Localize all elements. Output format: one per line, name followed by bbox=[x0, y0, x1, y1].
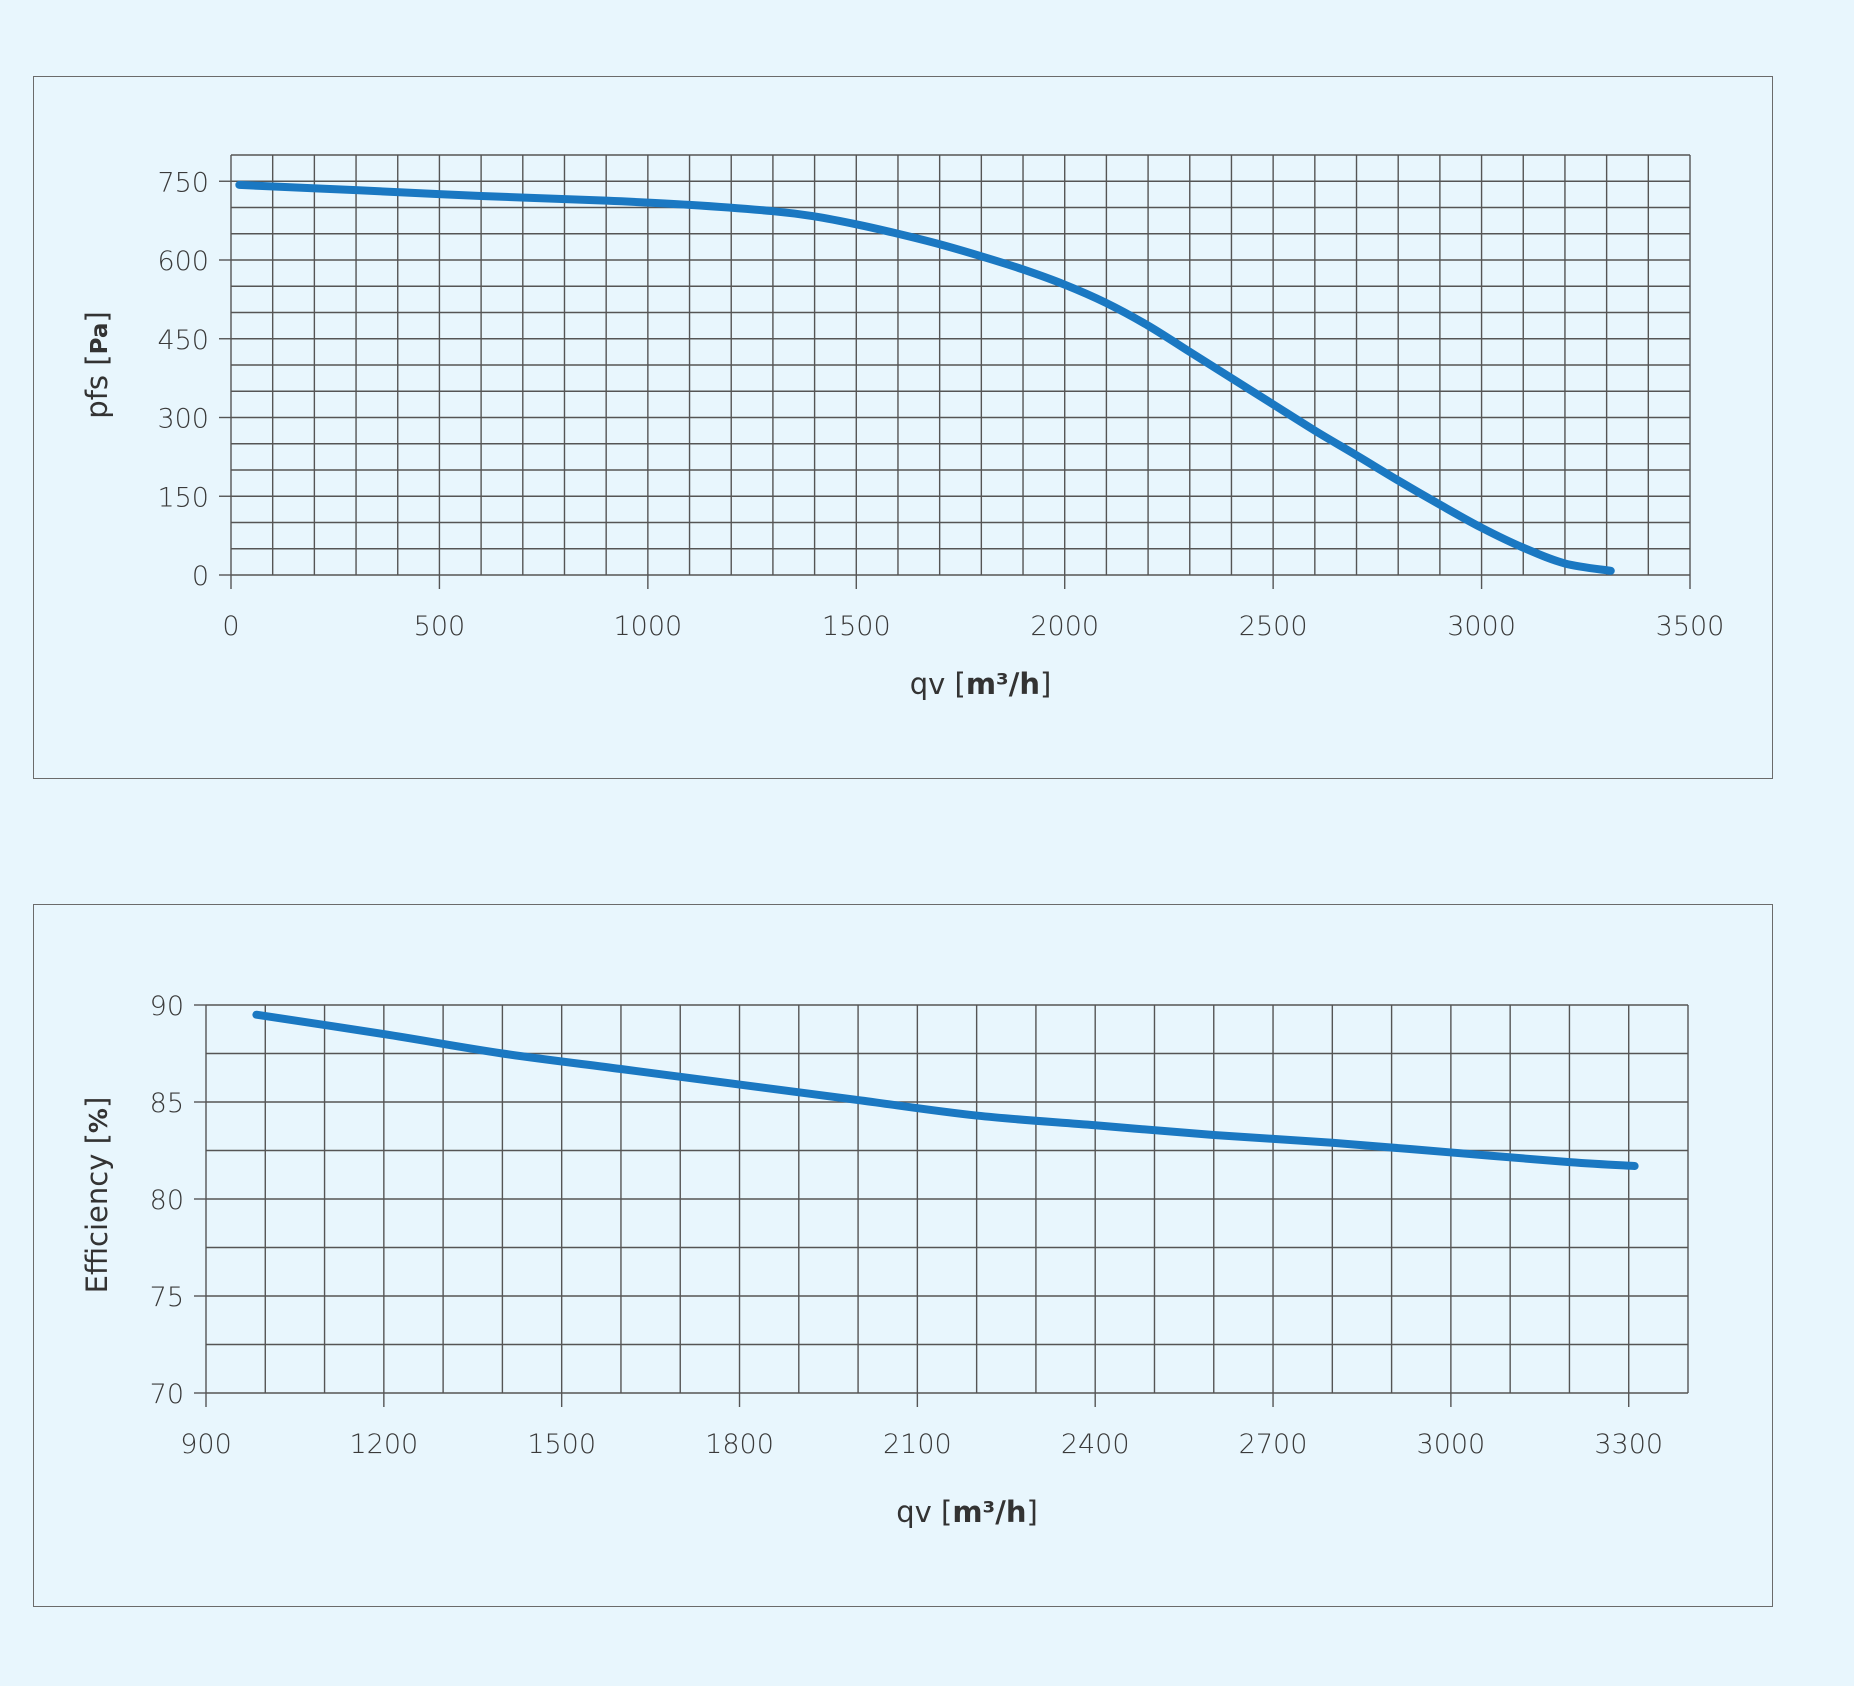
series-line bbox=[235, 180, 1615, 575]
x-tick-label: 500 bbox=[414, 611, 466, 642]
pressure-chart: 0 500 1000 1500 2000 2500 3000 3500 0 150 300 450 60… bbox=[80, 154, 1725, 701]
y-tick-label: 450 bbox=[157, 325, 209, 356]
x-tick-label: 3300 bbox=[1594, 1429, 1663, 1460]
series-line bbox=[252, 1010, 1639, 1171]
x-tick-label: 3500 bbox=[1656, 611, 1725, 642]
y-tick-label: 75 bbox=[150, 1282, 184, 1313]
x-axis-title: qv [m³/h] bbox=[896, 1495, 1038, 1529]
y-axis-label: Efficiency bbox=[80, 1144, 114, 1293]
y-axis-unit: % bbox=[84, 1108, 113, 1133]
x-axis-unit: m³/h bbox=[966, 667, 1040, 701]
y-axis-unit: Pa bbox=[87, 323, 113, 355]
x-tick-label: 1000 bbox=[613, 611, 682, 642]
x-tick-label: 2500 bbox=[1239, 611, 1308, 642]
x-axis-label: qv bbox=[910, 667, 955, 701]
y-tick-label: 70 bbox=[150, 1379, 184, 1410]
grid bbox=[230, 154, 1691, 576]
x-axis-label: qv bbox=[896, 1495, 941, 1529]
x-tick-label: 1800 bbox=[705, 1429, 774, 1460]
grid bbox=[205, 1004, 1689, 1394]
y-tick-label: 80 bbox=[150, 1185, 184, 1216]
y-axis-title: pfs [Pa] bbox=[80, 311, 114, 418]
x-tick-label: 2700 bbox=[1239, 1429, 1308, 1460]
y-axis-title: Efficiency [%] bbox=[80, 1097, 114, 1294]
y-tick-label: 85 bbox=[150, 1088, 184, 1119]
y-tick-label: 300 bbox=[157, 404, 209, 435]
y-tick-label: 750 bbox=[157, 167, 209, 198]
pressure-chart-panel: 0 500 1000 1500 2000 2500 3000 3500 0 150 300 450 60… bbox=[33, 76, 1773, 779]
efficiency-chart-panel: 900 1200 1500 1800 2100 2400 2700 3000 3300 70 75 8… bbox=[33, 904, 1773, 1607]
x-tick-label: 3000 bbox=[1447, 611, 1516, 642]
y-tick-label: 0 bbox=[192, 561, 209, 592]
x-axis-title: qv [m³/h] bbox=[910, 667, 1052, 701]
y-tick-label: 600 bbox=[157, 246, 209, 277]
x-tick-label: 1500 bbox=[527, 1429, 596, 1460]
x-tick-label: 1500 bbox=[822, 611, 891, 642]
x-tick-label: 3000 bbox=[1417, 1429, 1486, 1460]
y-tick-label: 90 bbox=[150, 991, 184, 1022]
x-axis-unit: m³/h bbox=[952, 1495, 1026, 1529]
x-tick-label: 2400 bbox=[1061, 1429, 1130, 1460]
y-axis-label: pfs bbox=[80, 366, 114, 419]
x-tick-label: 1200 bbox=[349, 1429, 418, 1460]
efficiency-chart: 900 1200 1500 1800 2100 2400 2700 3000 3300 70 75 8… bbox=[80, 991, 1689, 1529]
x-tick-label: 2000 bbox=[1030, 611, 1099, 642]
x-tick-label: 0 bbox=[222, 611, 239, 642]
y-tick-label: 150 bbox=[157, 482, 209, 513]
x-tick-label: 900 bbox=[180, 1429, 232, 1460]
x-tick-label: 2100 bbox=[883, 1429, 952, 1460]
